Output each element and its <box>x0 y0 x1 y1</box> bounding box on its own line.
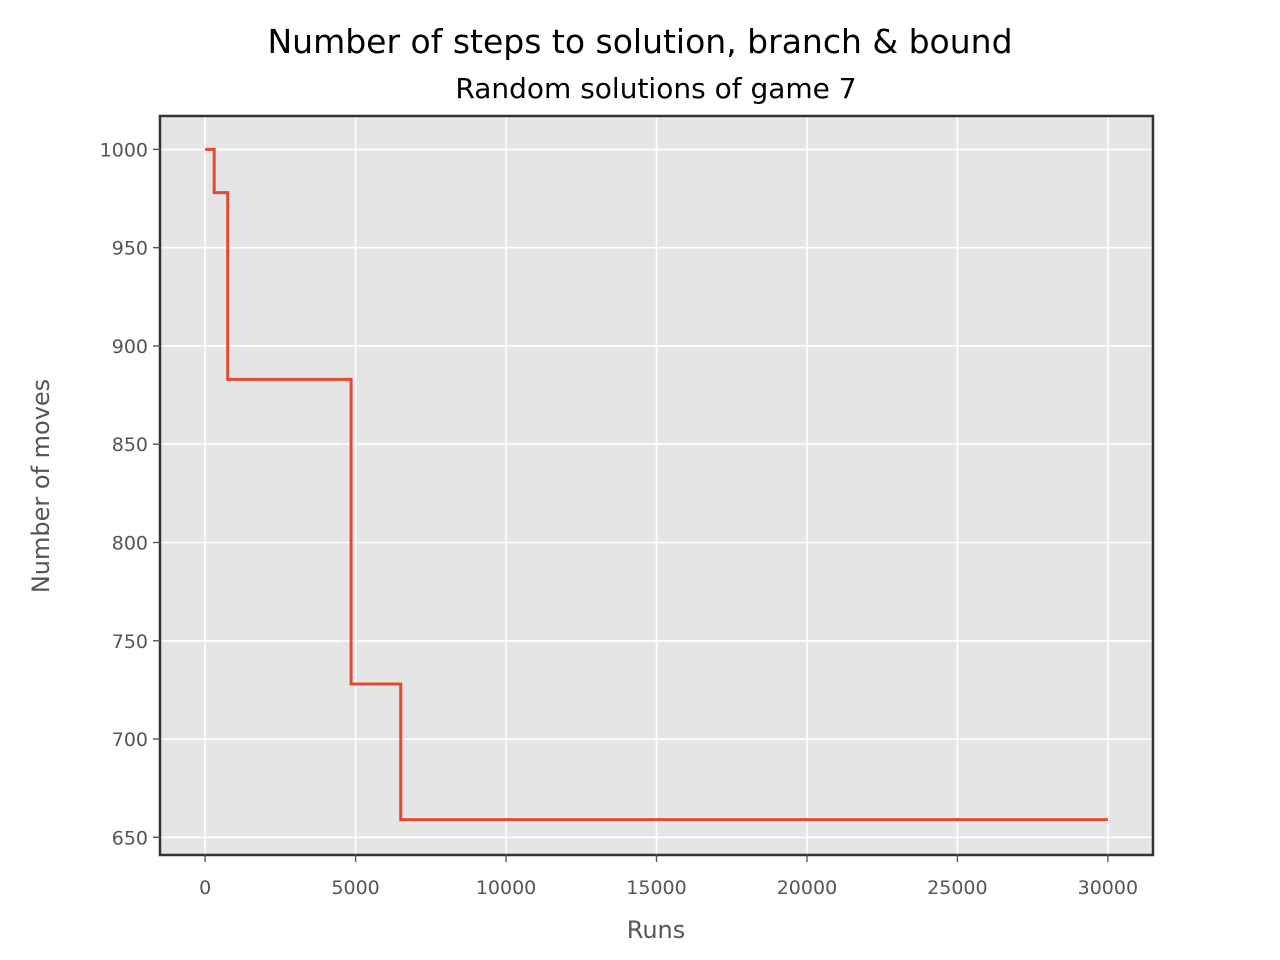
y-grid <box>160 148 1153 839</box>
x-tick-label: 25000 <box>927 877 987 899</box>
x-axis-ticks: 0 5000 10000 15000 20000 25000 30000 <box>199 855 1138 899</box>
y-tick-label: 950 <box>112 238 148 260</box>
series-line <box>205 147 1108 822</box>
y-tick-label: 650 <box>112 827 148 849</box>
series-layer <box>205 147 1108 822</box>
y-tick-label: 800 <box>112 532 148 554</box>
y-tick-label: 1000 <box>100 139 148 161</box>
y-tick-label: 850 <box>112 434 148 456</box>
y-axis-label: Number of moves <box>27 379 55 593</box>
chart-subtitle: Random solutions of game 7 <box>455 72 856 105</box>
y-tick-label: 900 <box>112 336 148 358</box>
x-tick-label: 30000 <box>1078 877 1138 899</box>
x-tick-label: 15000 <box>626 877 686 899</box>
y-tick-label: 750 <box>112 631 148 653</box>
x-grid <box>204 116 1109 855</box>
y-axis-ticks: 650 700 750 800 850 900 950 1000 <box>100 139 160 849</box>
chart-title: Number of steps to solution, branch & bo… <box>267 22 1012 61</box>
y-tick-label: 700 <box>112 729 148 751</box>
x-tick-label: 10000 <box>476 877 536 899</box>
x-tick-label: 0 <box>199 877 211 899</box>
x-axis-label: Runs <box>627 916 686 944</box>
x-tick-label: 5000 <box>331 877 379 899</box>
x-tick-label: 20000 <box>777 877 837 899</box>
